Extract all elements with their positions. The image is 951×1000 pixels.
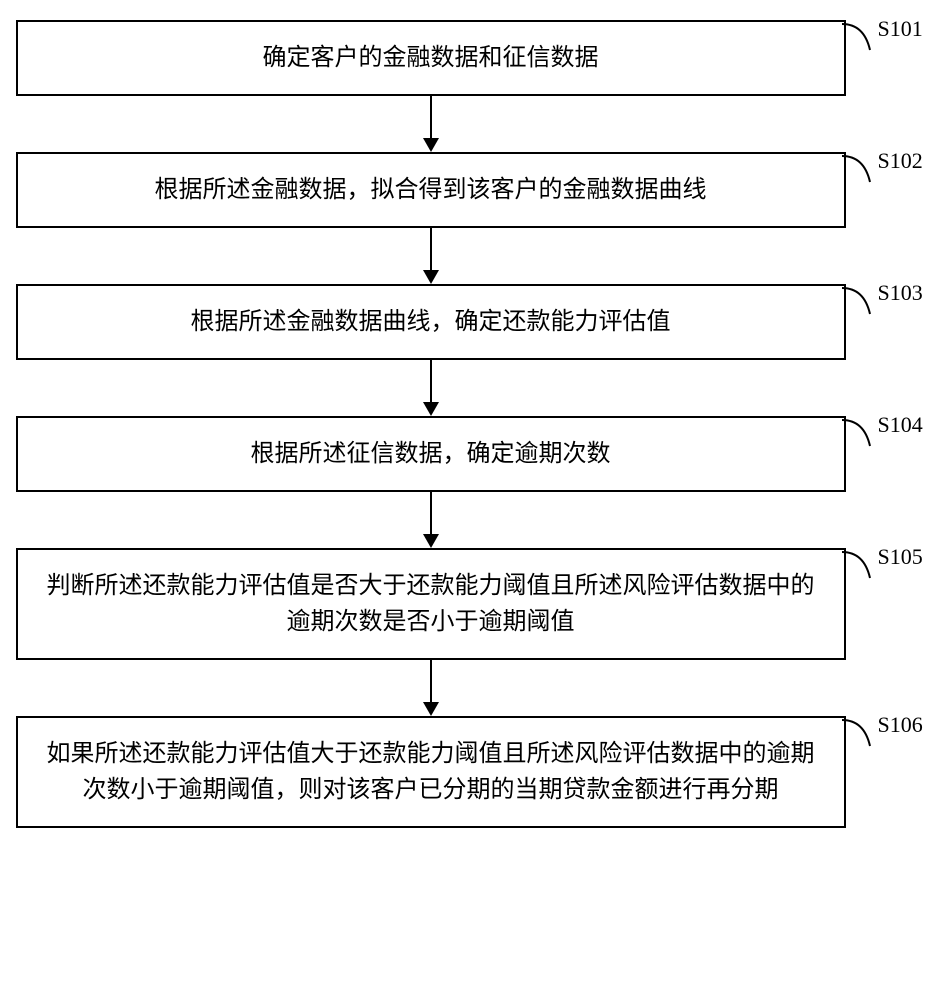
connector-curve-icon	[842, 16, 882, 56]
flow-step-box: 根据所述金融数据，拟合得到该客户的金融数据曲线	[16, 152, 846, 228]
flow-step-box: 确定客户的金融数据和征信数据	[16, 20, 846, 96]
flow-step-text: 如果所述还款能力评估值大于还款能力阈值且所述风险评估数据中的逾期次数小于逾期阈值…	[38, 736, 824, 808]
flow-step-row: 根据所述征信数据，确定逾期次数 S104	[16, 416, 936, 492]
arrow-line	[430, 96, 432, 138]
flow-step-text: 根据所述征信数据，确定逾期次数	[251, 436, 611, 472]
flow-step-box: 如果所述还款能力评估值大于还款能力阈值且所述风险评估数据中的逾期次数小于逾期阈值…	[16, 716, 846, 828]
connector-curve-icon	[842, 148, 882, 188]
flow-step-label: S104	[878, 412, 923, 438]
flow-step-label: S106	[878, 712, 923, 738]
flow-step-text: 根据所述金融数据，拟合得到该客户的金融数据曲线	[155, 172, 707, 208]
arrow-head-icon	[423, 138, 439, 152]
flow-step-row: 根据所述金融数据，拟合得到该客户的金融数据曲线 S102	[16, 152, 936, 228]
flow-arrow	[16, 360, 846, 416]
flow-step-label: S102	[878, 148, 923, 174]
connector-curve-icon	[842, 712, 882, 752]
arrow-head-icon	[423, 702, 439, 716]
arrow-head-icon	[423, 534, 439, 548]
flow-step-text: 确定客户的金融数据和征信数据	[263, 40, 599, 76]
connector-curve-icon	[842, 280, 882, 320]
arrow-line	[430, 360, 432, 402]
flow-step-label: S101	[878, 16, 923, 42]
arrow-line	[430, 660, 432, 702]
flow-step-label: S105	[878, 544, 923, 570]
flow-step-row: 如果所述还款能力评估值大于还款能力阈值且所述风险评估数据中的逾期次数小于逾期阈值…	[16, 716, 936, 828]
flow-step-label: S103	[878, 280, 923, 306]
flow-step-text: 判断所述还款能力评估值是否大于还款能力阈值且所述风险评估数据中的逾期次数是否小于…	[38, 568, 824, 640]
flow-step-box: 根据所述金融数据曲线，确定还款能力评估值	[16, 284, 846, 360]
flow-arrow	[16, 228, 846, 284]
flow-step-box: 判断所述还款能力评估值是否大于还款能力阈值且所述风险评估数据中的逾期次数是否小于…	[16, 548, 846, 660]
flow-step-text: 根据所述金融数据曲线，确定还款能力评估值	[191, 304, 671, 340]
flow-step-row: 根据所述金融数据曲线，确定还款能力评估值 S103	[16, 284, 936, 360]
connector-curve-icon	[842, 544, 882, 584]
arrow-line	[430, 228, 432, 270]
flowchart-container: 确定客户的金融数据和征信数据 S101 根据所述金融数据，拟合得到该客户的金融数…	[16, 20, 936, 828]
flow-step-row: 判断所述还款能力评估值是否大于还款能力阈值且所述风险评估数据中的逾期次数是否小于…	[16, 548, 936, 660]
flow-arrow	[16, 492, 846, 548]
flow-arrow	[16, 660, 846, 716]
flow-step-row: 确定客户的金融数据和征信数据 S101	[16, 20, 936, 96]
arrow-head-icon	[423, 270, 439, 284]
connector-curve-icon	[842, 412, 882, 452]
flow-step-box: 根据所述征信数据，确定逾期次数	[16, 416, 846, 492]
flow-arrow	[16, 96, 846, 152]
arrow-line	[430, 492, 432, 534]
arrow-head-icon	[423, 402, 439, 416]
